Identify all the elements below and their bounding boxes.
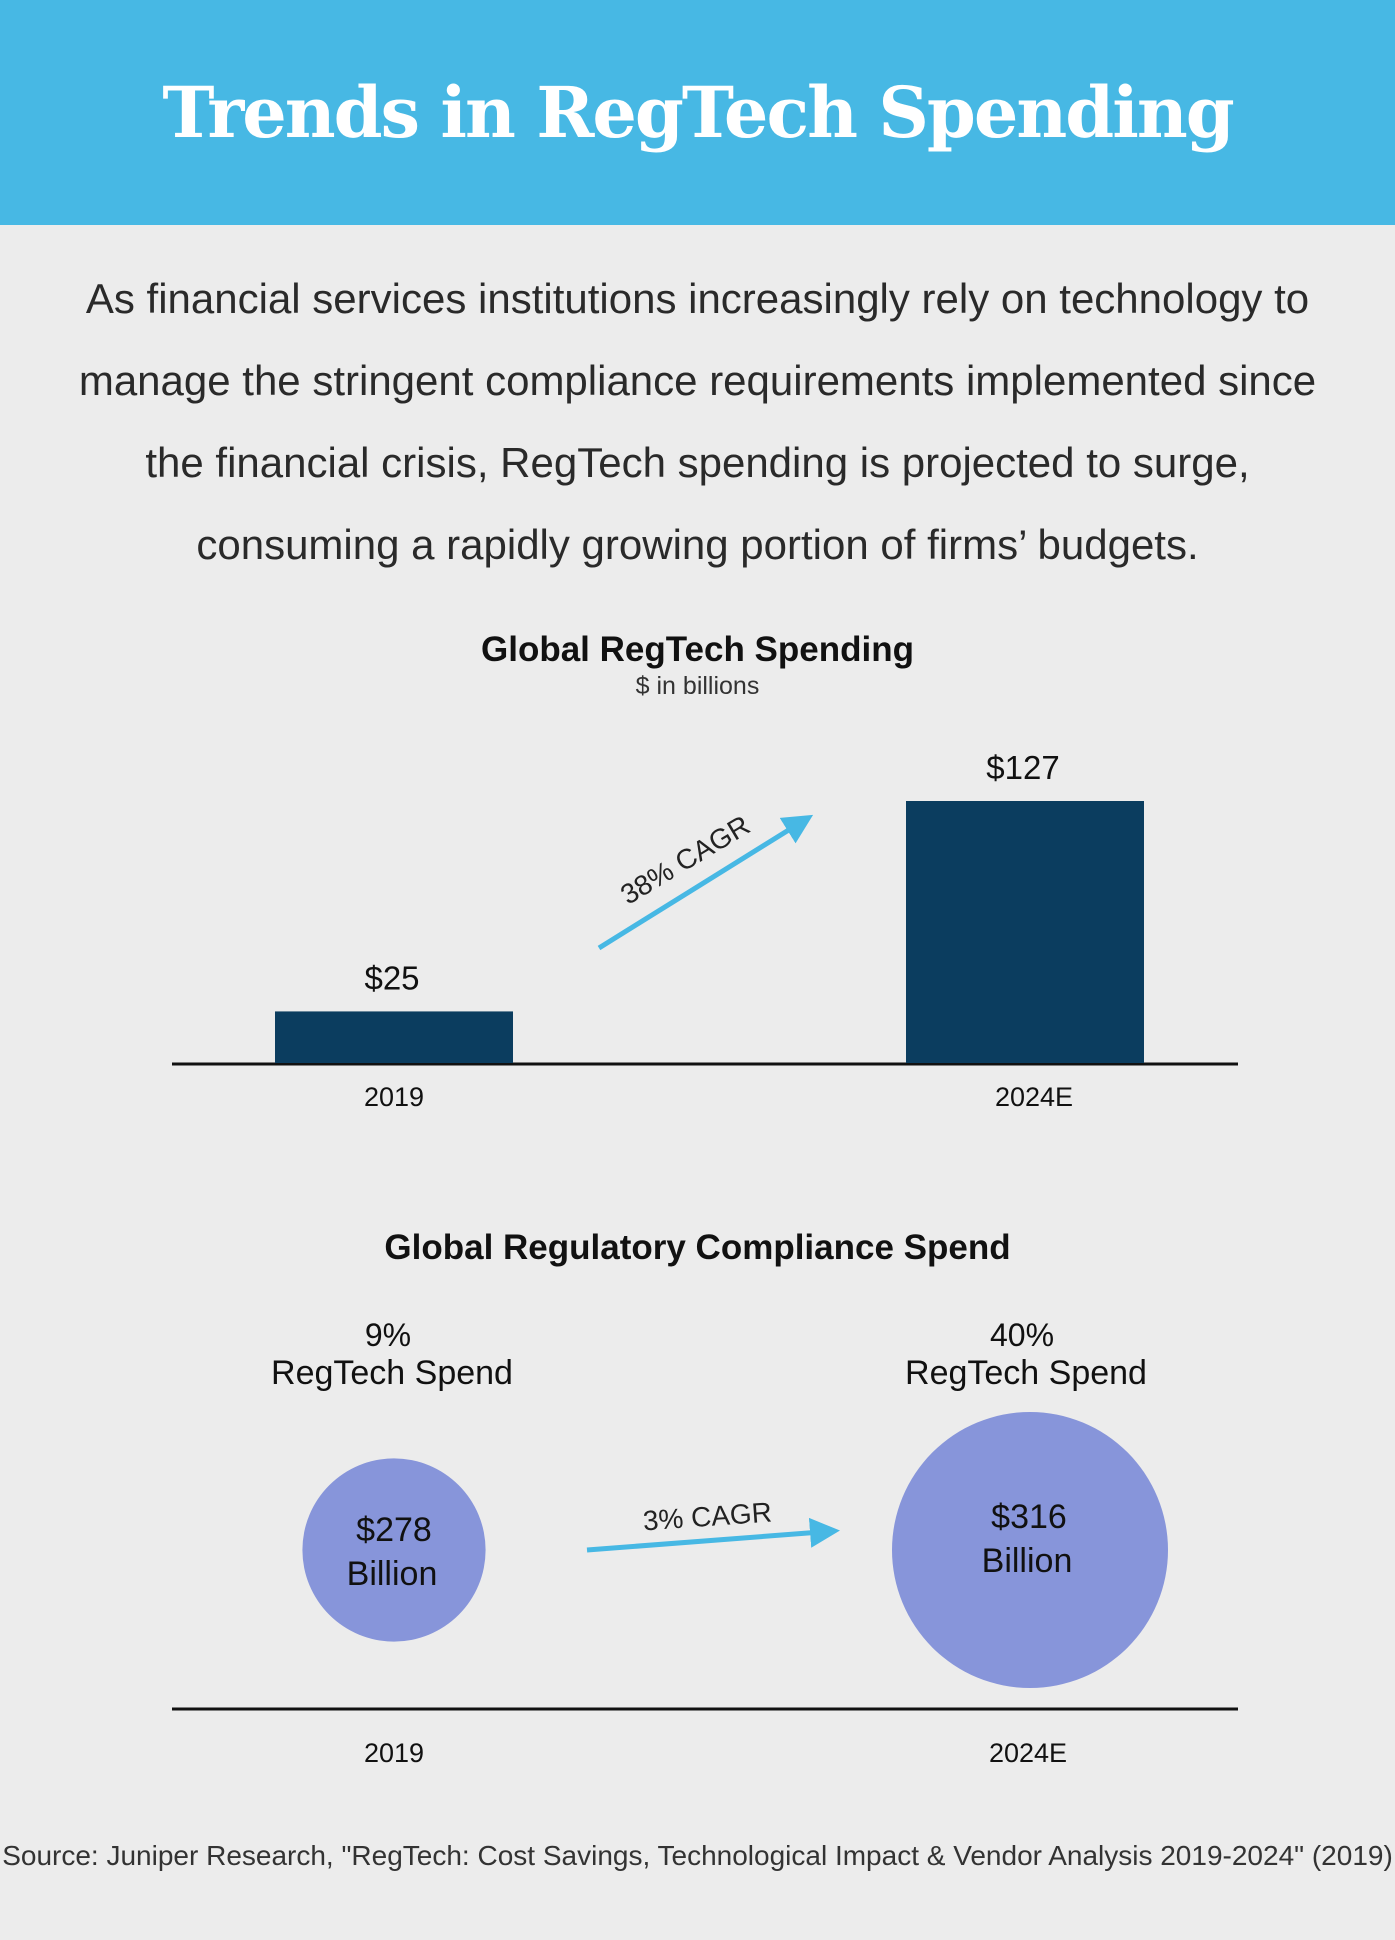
bubble-value-2019: $278 bbox=[356, 1511, 432, 1549]
bubble-2024e bbox=[892, 1412, 1168, 1688]
bubble-value-2024e: $316 bbox=[991, 1498, 1067, 1536]
bubble-tick-label-2024e: 2024E bbox=[989, 1738, 1067, 1768]
bubble-unit-2024e: Billion bbox=[982, 1542, 1073, 1580]
bar-chart-subtitle: $ in billions bbox=[635, 672, 760, 700]
bar-chart-title: Global RegTech Spending bbox=[481, 630, 914, 669]
bubble-unit-2019: Billion bbox=[347, 1555, 438, 1593]
bar-2019 bbox=[275, 1011, 513, 1063]
source-citation: Source: Juniper Research, "RegTech: Cost… bbox=[2, 1840, 1393, 1871]
share-percent-2024e: 40% bbox=[990, 1317, 1054, 1353]
bar-tick-label-2019: 2019 bbox=[364, 1082, 424, 1112]
bar-tick-label-2024e: 2024E bbox=[995, 1082, 1073, 1112]
bubble-chart-title: Global Regulatory Compliance Spend bbox=[384, 1228, 1011, 1267]
cagr-label-bubble: 3% CAGR bbox=[642, 1497, 773, 1537]
intro-paragraph: As financial services institutions incre… bbox=[78, 275, 1317, 568]
header-banner: Trends in RegTech Spending bbox=[0, 0, 1395, 225]
bar-value-label-2024e: $127 bbox=[986, 749, 1059, 786]
bar-2024e bbox=[906, 801, 1144, 1063]
bar-value-label-2019: $25 bbox=[364, 959, 419, 996]
cagr-arrow-bubble bbox=[586, 1517, 840, 1553]
bubble-tick-label-2019: 2019 bbox=[364, 1738, 424, 1768]
share-text-2024e: RegTech Spend bbox=[905, 1354, 1147, 1392]
cagr-arrow-bar bbox=[597, 814, 814, 951]
page-title: Trends in RegTech Spending bbox=[162, 70, 1234, 154]
share-text-2019: RegTech Spend bbox=[271, 1354, 513, 1392]
share-percent-2019: 9% bbox=[365, 1317, 411, 1353]
bubble-2019 bbox=[302, 1458, 486, 1642]
